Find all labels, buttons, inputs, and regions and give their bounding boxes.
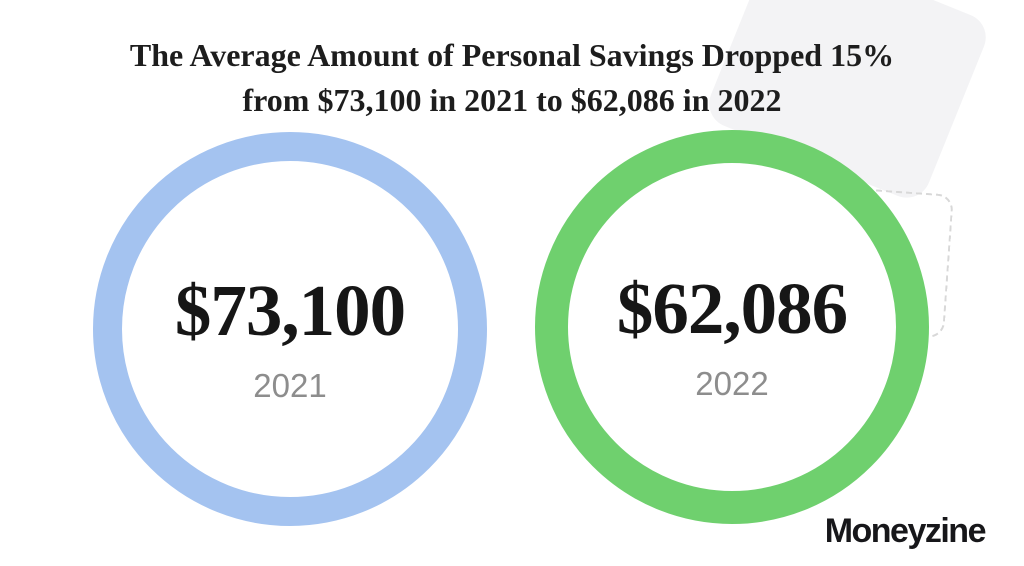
title-line-2: from $73,100 in 2021 to $62,086 in 2022 — [242, 82, 782, 118]
year-label-2021: 2021 — [253, 367, 327, 404]
savings-amount-2022: $62,086 — [616, 268, 848, 349]
savings-circle-2021: $73,100 2021 — [93, 132, 487, 526]
savings-circle-2022: $62,086 2022 — [535, 130, 929, 524]
savings-amount-2021: $73,100 — [174, 270, 406, 351]
moneyzine-logo: Moneyzine — [824, 512, 987, 550]
title-line-1: The Average Amount of Personal Savings D… — [129, 37, 895, 73]
chart-title: The Average Amount of Personal Savings D… — [0, 33, 1024, 123]
year-label-2022: 2022 — [695, 365, 769, 402]
